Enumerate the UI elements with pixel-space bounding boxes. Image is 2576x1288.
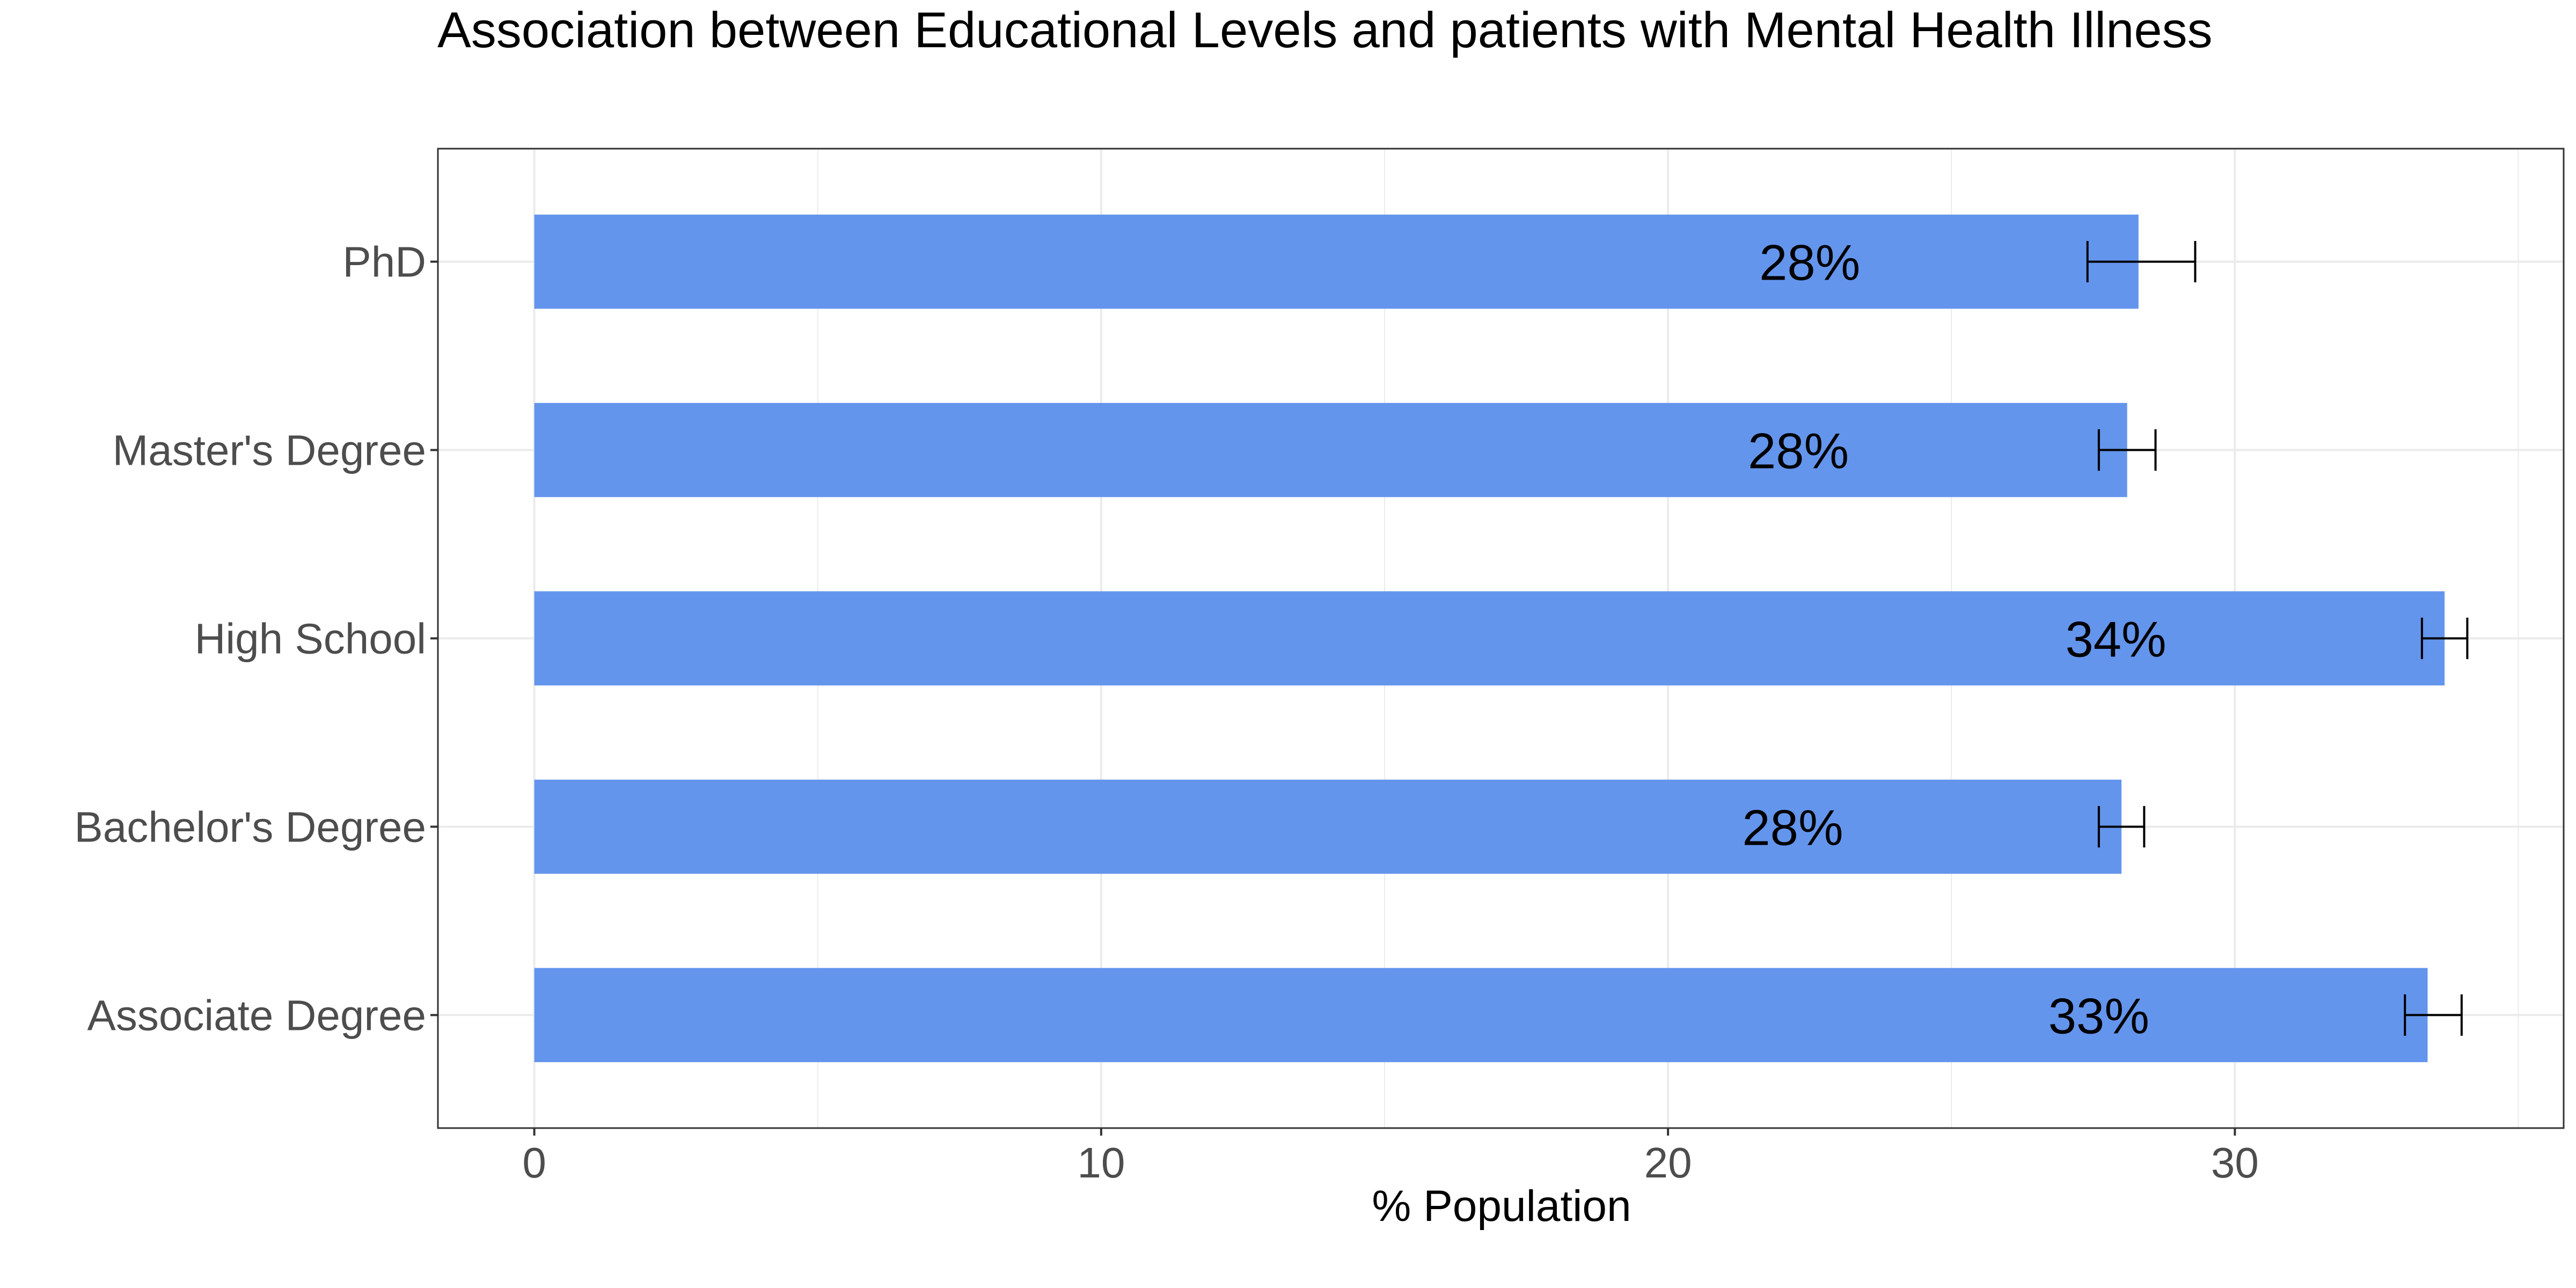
bar bbox=[534, 591, 2445, 686]
x-tick-label: 10 bbox=[1077, 1139, 1125, 1187]
x-tick-label: 30 bbox=[2211, 1139, 2259, 1187]
x-axis-label: % Population bbox=[1372, 1182, 1631, 1231]
data-label: 28% bbox=[1759, 235, 1860, 291]
bars-layer bbox=[534, 214, 2445, 1063]
y-tick-label: Associate Degree bbox=[87, 991, 426, 1039]
bar bbox=[534, 968, 2428, 1063]
y-tick-label: Master's Degree bbox=[113, 427, 426, 474]
y-tick-label: PhD bbox=[342, 238, 426, 286]
chart-title: Association between Educational Levels a… bbox=[437, 2, 2213, 58]
bar bbox=[534, 402, 2127, 497]
data-labels-layer: 33% 28% 34% 28% 28% bbox=[1742, 235, 2166, 1044]
y-tick-label: Bachelor's Degree bbox=[74, 803, 426, 851]
data-label: 33% bbox=[2048, 987, 2149, 1044]
y-axis: Associate Degree Bachelor's Degree High Sc… bbox=[74, 238, 438, 1039]
error-bars-layer bbox=[2086, 240, 2469, 1036]
data-label: 28% bbox=[1748, 423, 1849, 479]
y-tick-label: High School bbox=[195, 615, 426, 663]
x-tick-label: 20 bbox=[1644, 1139, 1692, 1187]
data-label: 34% bbox=[2065, 611, 2166, 668]
bar bbox=[534, 779, 2122, 874]
bar bbox=[534, 214, 2139, 309]
x-tick-label: 0 bbox=[522, 1139, 546, 1187]
x-axis: 0 10 20 30 bbox=[522, 1128, 2259, 1187]
data-label: 28% bbox=[1742, 799, 1843, 855]
